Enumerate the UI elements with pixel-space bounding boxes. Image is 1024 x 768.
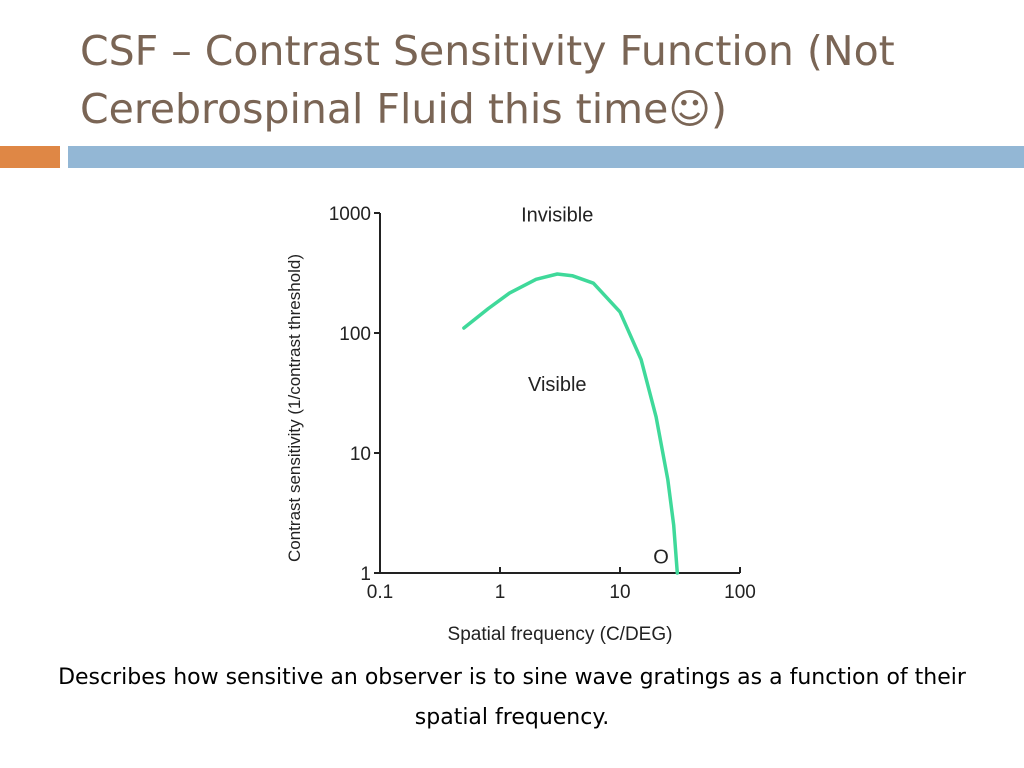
csf-chart: 0.1 1 10 100 1 10 100 1000 Invisible Visible O S… [270, 180, 770, 655]
title-accent-bar [0, 146, 60, 168]
y-tick-label: 1 [360, 564, 371, 585]
chart-annotations: Invisible Visible O [521, 204, 669, 568]
x-tick-label: 0.1 [367, 582, 393, 603]
title-rule-bar [68, 146, 1024, 168]
chart-annotation-visible: Visible [528, 374, 587, 396]
y-axis-label: Contrast sensitivity (1/contrast thresho… [285, 254, 304, 562]
y-tick-label: 100 [339, 324, 371, 345]
chart-annotation-invisible: Invisible [521, 204, 593, 226]
y-ticks: 1 10 100 1000 [329, 204, 380, 585]
x-tick-label: 10 [609, 582, 630, 603]
slide-caption: Describes how sensitive an observer is t… [58, 665, 966, 730]
y-tick-label: 1000 [329, 204, 371, 225]
x-ticks: 0.1 1 10 100 [367, 567, 756, 603]
chart-annotation-o: O [653, 546, 669, 568]
x-axis-label: Spatial frequency (C/DEG) [448, 624, 673, 645]
x-tick-label: 1 [495, 582, 506, 603]
y-tick-label: 10 [350, 444, 371, 465]
slide-title: CSF – Contrast Sensitivity Function (Not… [80, 27, 895, 133]
csf-curve-series [462, 272, 680, 575]
x-tick-label: 100 [724, 582, 756, 603]
